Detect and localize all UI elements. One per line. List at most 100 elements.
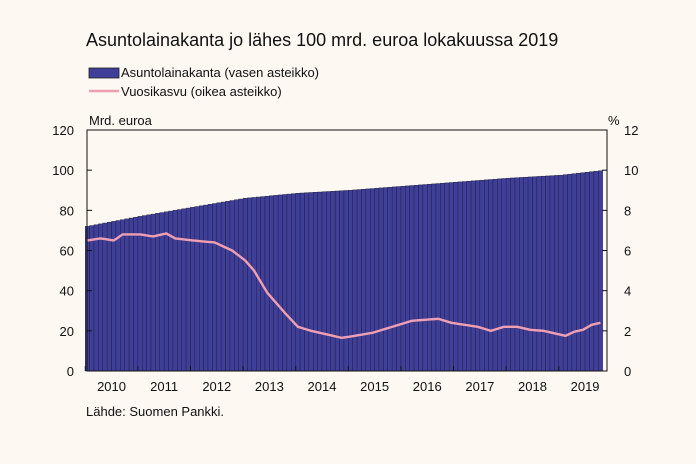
bar-mark (177, 209, 182, 372)
bar-mark (199, 205, 204, 372)
bar-mark (383, 187, 388, 372)
bar-mark (370, 188, 375, 372)
legend-label-growth: Vuosikasvu (oikea asteikko) (121, 84, 282, 99)
bar-mark (142, 215, 147, 372)
x-tick-label: 2016 (413, 379, 442, 394)
bar-mark (277, 194, 283, 372)
bar-mark (584, 172, 590, 372)
left-tick-label: 0 (67, 364, 74, 379)
bar-mark (146, 214, 152, 372)
bar-mark (190, 207, 196, 372)
bar-mark (194, 206, 200, 372)
bar-mark (554, 175, 559, 372)
bar-mark (163, 211, 169, 372)
bar-mark (264, 195, 270, 372)
left-tick-label: 40 (60, 284, 74, 299)
bar-mark (365, 188, 371, 372)
bar-mark (282, 194, 288, 372)
x-tick-label: 2017 (465, 379, 494, 394)
bar-mark (313, 192, 318, 372)
bar-mark (120, 219, 125, 372)
bar-mark (299, 192, 305, 372)
bar-mark (216, 202, 222, 372)
left-tick-label: 60 (60, 244, 74, 259)
bar-mark (159, 212, 165, 372)
bar-mark (291, 193, 296, 372)
bar-mark (435, 183, 441, 372)
bar-mark (514, 177, 520, 372)
bar-mark (391, 186, 397, 372)
x-tick-label: 2019 (571, 379, 600, 394)
bar-mark (247, 197, 253, 372)
bar-mark (457, 181, 463, 372)
bar-mark (106, 221, 112, 372)
bar-mark (448, 182, 454, 372)
bar-mark (453, 181, 459, 372)
right-tick-label: 6 (624, 244, 631, 259)
left-tick-label: 100 (52, 163, 74, 178)
bar-mark (536, 176, 542, 372)
bar-mark (321, 191, 327, 372)
bar-mark (212, 203, 218, 372)
x-tick-label: 2014 (308, 379, 337, 394)
legend-swatch-loans (88, 67, 120, 79)
bar-mark (356, 189, 362, 372)
x-tick-label: 2010 (97, 379, 126, 394)
bar-mark (462, 181, 467, 372)
source-note: Lähde: Suomen Pankki. (86, 404, 224, 419)
growth-line (87, 232, 601, 340)
bar-mark (567, 173, 573, 372)
bar-mark (405, 185, 410, 372)
left-tick-label: 20 (60, 324, 74, 339)
bar-mark (326, 191, 331, 372)
bar-mark (181, 208, 187, 372)
chart-title: Asuntolainakanta jo lähes 100 mrd. euroa… (86, 30, 558, 50)
bar-mark (234, 199, 239, 372)
bar-mark (484, 179, 489, 372)
growth-line-layer (87, 232, 601, 340)
bar-mark (229, 200, 235, 372)
bar-mark (251, 197, 257, 372)
left-axis-label: Mrd. euroa (89, 113, 153, 128)
bar-mark (409, 185, 415, 372)
bar-mark (286, 193, 292, 372)
bar-mark (488, 179, 494, 372)
bar-mark (269, 195, 274, 372)
bar-mark (545, 175, 551, 372)
bar-mark (593, 171, 599, 372)
bar-mark (128, 217, 134, 372)
left-tick-label: 120 (52, 123, 74, 138)
bar-mark (115, 220, 121, 372)
bar-mark (172, 210, 178, 372)
bar-mark (334, 190, 340, 372)
bar-mark (549, 175, 555, 372)
bar-mark (492, 178, 498, 372)
legend-label-loans: Asuntolainakanta (vasen asteikko) (121, 65, 319, 80)
bar-mark (304, 192, 310, 372)
bar-mark (576, 172, 581, 372)
bar-mark (497, 178, 502, 372)
bar-mark (431, 183, 437, 372)
bar-mark (466, 180, 472, 372)
bar-mark (589, 171, 595, 372)
bar-mark (598, 170, 603, 372)
right-tick-label: 4 (624, 284, 631, 299)
bar-mark (510, 177, 516, 372)
bar-mark (427, 183, 432, 372)
bar-mark (89, 225, 95, 372)
x-tick-label: 2015 (360, 379, 389, 394)
bar-mark (479, 179, 485, 372)
bar-mark (532, 176, 538, 372)
bar-mark (98, 223, 104, 372)
bar-mark (400, 186, 406, 372)
bar-mark (339, 190, 345, 372)
bar-mark (571, 173, 577, 372)
bar-mark (111, 221, 117, 372)
bar-mark (558, 174, 564, 372)
bar-mark (470, 180, 476, 372)
bar-mark (102, 222, 108, 372)
bar-mark (185, 207, 191, 372)
right-tick-label: 0 (624, 364, 631, 379)
